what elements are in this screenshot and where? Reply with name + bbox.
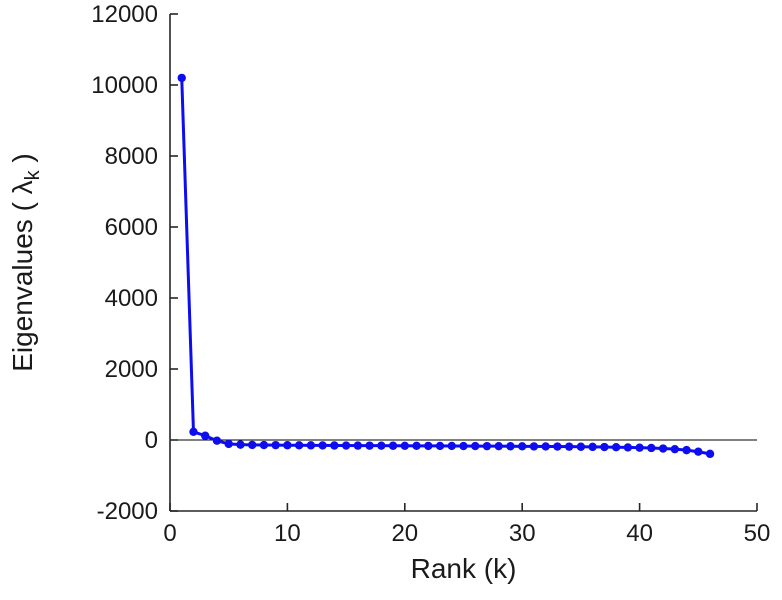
y-tick-label: 10000 <box>91 72 158 99</box>
eigenvalue-data-point <box>271 440 280 450</box>
eigenvalue-data-point <box>330 441 339 450</box>
eigenvalue-data-point <box>600 442 609 452</box>
eigenvalue-data-point <box>224 439 233 449</box>
eigenvalue-data-point <box>623 443 633 452</box>
eigenvalue-data-point <box>529 442 539 451</box>
x-tick-label: 50 <box>744 520 771 547</box>
y-tick-label: 8000 <box>105 143 158 170</box>
eigenvalue-data-point <box>447 441 456 451</box>
eigenvalue-data-point <box>259 440 269 450</box>
eigenvalue-data-point <box>283 441 292 450</box>
eigenvalue-data-point <box>318 441 327 450</box>
x-tick-label: 10 <box>274 520 301 547</box>
eigenvalue-data-point <box>705 449 715 459</box>
eigenvalue-data-point <box>635 443 644 452</box>
x-tick-label: 30 <box>509 520 536 547</box>
eigenvalue-data-point <box>694 447 703 456</box>
eigenvalue-data-point <box>294 441 304 450</box>
x-tick-label: 40 <box>626 520 653 547</box>
eigenvalue-data-point <box>306 441 316 450</box>
eigenvalue-data-point <box>518 442 527 451</box>
eigenvalue-data-point <box>670 444 680 454</box>
eigenvalue-data-point <box>388 441 398 450</box>
eigenvalue-data-point <box>236 440 245 449</box>
eigenvalue-data-point <box>564 442 574 451</box>
y-tick-label: 0 <box>145 427 158 454</box>
eigenvalue-data-point <box>682 445 691 455</box>
eigenvalue-data-point <box>201 431 210 440</box>
x-tick-label: 20 <box>391 520 418 547</box>
eigenvalue-data-point <box>553 442 562 451</box>
eigenvalue-data-point <box>424 441 433 451</box>
y-tick-label: 6000 <box>105 214 158 241</box>
eigenvalue-data-point <box>341 441 351 450</box>
y-tick-label: 4000 <box>105 285 158 312</box>
eigenvalue-data-point <box>658 444 668 453</box>
eigenvalue-data-point <box>459 441 468 451</box>
eigenvalue-data-point <box>377 441 386 450</box>
eigenvalue-data-point <box>647 443 656 453</box>
eigenvalue-data-point <box>212 436 222 445</box>
eigenvalue-series-line <box>180 76 712 456</box>
eigenvalue-data-point <box>588 442 597 452</box>
eigenvalue-data-point <box>576 442 586 451</box>
y-axis-label: Eigenvalues ( λk ) <box>7 153 44 372</box>
eigenvalue-data-point <box>353 441 363 450</box>
eigenvalue-data-point <box>482 441 492 451</box>
x-axis-label: Rank (k) <box>411 553 517 584</box>
eigenvalue-data-point <box>506 442 515 451</box>
eigenvalue-data-point <box>494 441 503 451</box>
eigenvalue-data-point <box>611 443 621 452</box>
y-tick-label: 2000 <box>105 356 158 383</box>
eigenvalue-data-point <box>247 440 257 450</box>
y-tick-label: 12000 <box>91 1 158 28</box>
eigenvalue-data-point <box>412 441 421 451</box>
eigenvalue-data-point <box>177 73 186 83</box>
eigenvalue-data-point <box>541 442 550 451</box>
y-tick-label: -2000 <box>97 498 158 525</box>
eigenvalue-data-point <box>365 441 374 450</box>
eigenvalue-data-point <box>400 441 409 450</box>
eigenvalue-data-point <box>435 441 445 451</box>
eigenvalue-data-point <box>471 441 480 451</box>
x-tick-label: 0 <box>163 520 176 547</box>
eigenvalue-data-point <box>189 427 198 437</box>
